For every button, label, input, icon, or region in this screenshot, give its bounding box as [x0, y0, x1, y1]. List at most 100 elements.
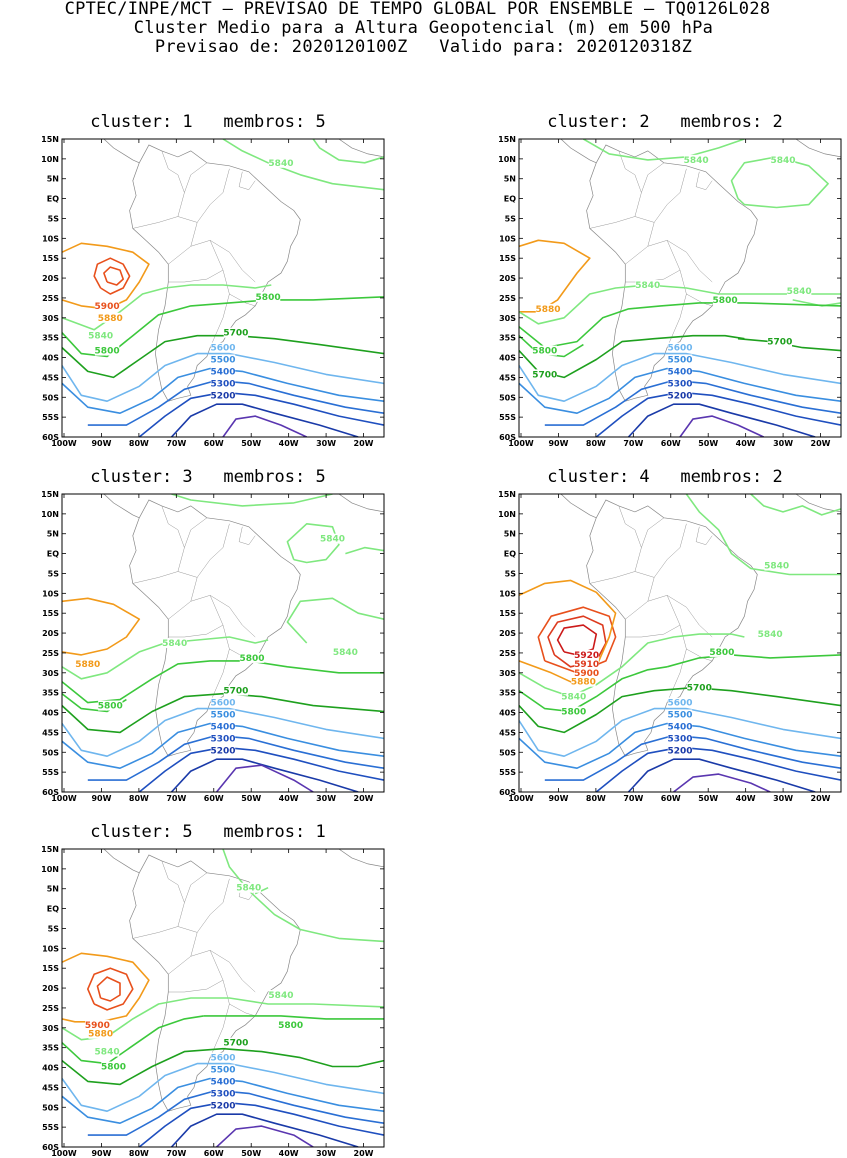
panel-title: cluster: 4 membros: 2 — [547, 467, 783, 487]
contour-line-5600 — [62, 352, 384, 402]
contour-line-5100 — [216, 1125, 314, 1147]
map-layer — [62, 849, 384, 1147]
coastline-central-america — [103, 494, 140, 519]
lat-tick-label: 30S — [42, 1024, 59, 1033]
lat-tick-label: 40S — [42, 354, 59, 363]
lat-tick-label: 25S — [42, 294, 59, 303]
lat-tick-label: 15S — [499, 254, 516, 263]
contour-line-5200 — [627, 403, 816, 437]
lat-tick-label: 60S — [42, 1143, 59, 1152]
lat-tick-label: 55S — [42, 413, 59, 422]
contour-label: 5600 — [210, 699, 235, 709]
lon-tick-label: 40W — [279, 439, 299, 448]
lat-tick-label: 40S — [499, 709, 516, 718]
lat-tick-label: 5S — [505, 214, 517, 223]
country-border — [229, 1003, 256, 1017]
contour-line-5880 — [62, 597, 141, 656]
lat-tick-label: 10S — [499, 234, 516, 243]
coastline-central-america — [103, 139, 140, 164]
contour-label: 5900 — [574, 669, 599, 679]
country-border — [190, 523, 230, 602]
contour-line-5840 — [750, 494, 841, 516]
lat-tick-label: 20S — [499, 274, 516, 283]
contour-line-5800 — [519, 666, 668, 713]
contour-line-5100 — [673, 773, 771, 792]
lat-tick-label: 15N — [41, 490, 59, 499]
contour-line-5700 — [62, 1047, 384, 1086]
contour-label: 5200 — [667, 391, 692, 401]
coastline-central-america — [103, 849, 140, 874]
lat-tick-label: 40S — [42, 709, 59, 718]
lat-tick-label: 45S — [42, 728, 59, 737]
lat-tick-label: 10N — [41, 155, 59, 164]
panel-title: cluster: 2 membros: 2 — [547, 112, 783, 132]
map-panel-cluster-2: cluster: 2 membros: 2 5840 5840 5880 5840 58… — [485, 112, 845, 448]
country-border — [618, 150, 642, 193]
contour-line-5880 — [62, 242, 150, 310]
coastline-africa — [795, 494, 841, 513]
contour-map: 5840 5900 5880 5840 5800 5800 5700 5600 55005400… — [41, 135, 385, 448]
lon-tick-label: 30W — [316, 1149, 336, 1158]
lon-tick-label: 50W — [241, 1149, 261, 1158]
contour-line-5840 — [582, 139, 745, 161]
lat-tick-label: 50S — [42, 748, 59, 757]
lat-tick-label: 55S — [42, 1123, 59, 1132]
lat-tick-label: EQ — [504, 195, 516, 204]
header-title-line2: Cluster Medio para a Altura Geopotencial… — [133, 18, 714, 38]
lat-tick-label: 20S — [42, 629, 59, 638]
contour-line-5300 — [595, 746, 841, 792]
contour-label: 5700 — [223, 329, 248, 339]
contour-label: 5300 — [210, 734, 235, 744]
contour-label: 5600 — [210, 344, 235, 354]
country-border — [634, 162, 665, 217]
contour-line-5840 — [345, 546, 384, 555]
lat-tick-label: 35S — [42, 334, 59, 343]
contour-line-5600 — [62, 707, 384, 757]
coastline-africa — [338, 849, 384, 868]
map-panel-cluster-3: cluster: 3 membros: 5 5840 5880 5840 5840 58… — [28, 467, 388, 803]
lat-tick-label: 5S — [48, 214, 60, 223]
lat-tick-label: 25S — [42, 649, 59, 658]
map-panel-cluster-4: cluster: 4 membros: 2 5840 5840 5920 5910 59… — [485, 467, 845, 803]
lat-tick-label: EQ — [504, 550, 516, 559]
contour-line-5200 — [627, 758, 816, 792]
country-border — [190, 168, 230, 247]
country-border — [238, 171, 256, 190]
contour-line-5300 — [138, 746, 384, 792]
contour-line-5200 — [170, 403, 359, 437]
lon-tick-label: 20W — [354, 1149, 374, 1158]
contour-line-5840 — [312, 139, 384, 164]
contour-line-5700 — [62, 692, 384, 734]
lat-tick-label: 55S — [42, 768, 59, 777]
contour-line-5200 — [170, 758, 359, 792]
lat-tick-label: 45S — [42, 373, 59, 382]
lat-tick-label: 15N — [498, 490, 516, 499]
lat-tick-label: 25S — [499, 294, 516, 303]
lat-tick-label: 10N — [498, 155, 516, 164]
contour-line-5200 — [170, 1113, 359, 1147]
country-border — [161, 860, 185, 903]
header-title-line3: Previsao de: 2020120100Z Valido para: 20… — [154, 37, 693, 57]
lat-tick-label: 15N — [41, 135, 59, 144]
coastline-africa — [338, 139, 384, 158]
lat-tick-label: 15N — [41, 845, 59, 854]
contour-label: 5840 — [684, 156, 709, 166]
map-layer — [62, 139, 384, 437]
lat-tick-label: 45S — [499, 728, 516, 737]
lat-tick-label: 40S — [499, 354, 516, 363]
contour-label: 5600 — [667, 699, 692, 709]
lat-tick-label: 5N — [47, 885, 59, 894]
lon-tick-label: 80W — [586, 439, 606, 448]
contour-label: 5600 — [210, 1054, 235, 1064]
country-border — [625, 595, 713, 638]
lat-tick-label: 20S — [42, 984, 59, 993]
lon-tick-label: 100W — [51, 439, 77, 448]
lat-tick-label: 45S — [499, 373, 516, 382]
contour-line-5700 — [62, 334, 384, 379]
contour-line-5800 — [62, 296, 384, 358]
contour-label: 5900 — [95, 302, 120, 312]
contour-line-5500 — [519, 722, 841, 769]
contour-label: 5840 — [268, 159, 293, 169]
contour-label: 5300 — [667, 379, 692, 389]
